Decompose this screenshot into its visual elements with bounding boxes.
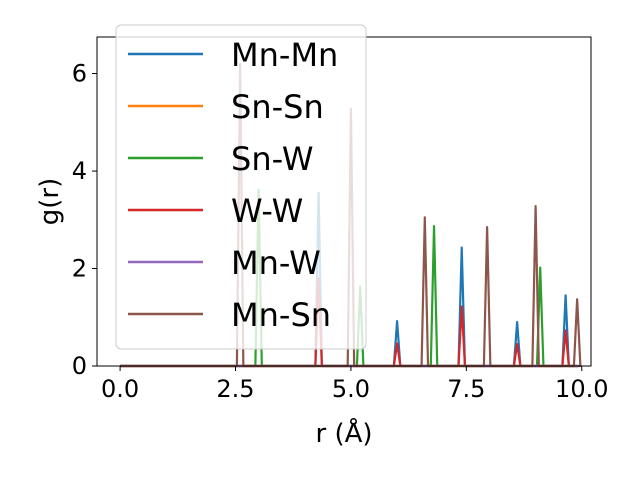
y-tick-label: 2 xyxy=(72,255,87,283)
x-tick-label: 0.0 xyxy=(101,375,139,403)
x-tick-label: 10.0 xyxy=(555,375,608,403)
y-tick-label: 0 xyxy=(72,352,87,380)
legend: Mn-Mn Sn-Sn Sn-W W-W Mn-W Mn-Sn xyxy=(115,24,367,350)
y-tick-label: 4 xyxy=(72,157,87,185)
x-tick-label: 2.5 xyxy=(216,375,254,403)
x-axis-ticks: 0.0 2.5 5.0 7.5 10.0 xyxy=(101,366,608,403)
legend-entry-sn-w: Sn-W xyxy=(231,140,313,178)
legend-entry-mn-sn: Mn-Sn xyxy=(231,296,331,334)
y-axis-ticks: 0 2 4 6 xyxy=(72,60,97,380)
x-tick-label: 7.5 xyxy=(447,375,485,403)
y-tick-label: 6 xyxy=(72,60,87,88)
legend-entry-mn-mn: Mn-Mn xyxy=(231,36,338,74)
legend-entry-mn-w: Mn-W xyxy=(231,244,321,282)
legend-entry-sn-sn: Sn-Sn xyxy=(231,88,324,126)
x-axis-label: r (Å) xyxy=(315,417,372,449)
legend-entry-w-w: W-W xyxy=(231,192,303,230)
y-axis-label: g(r) xyxy=(35,178,65,225)
x-tick-label: 5.0 xyxy=(332,375,370,403)
